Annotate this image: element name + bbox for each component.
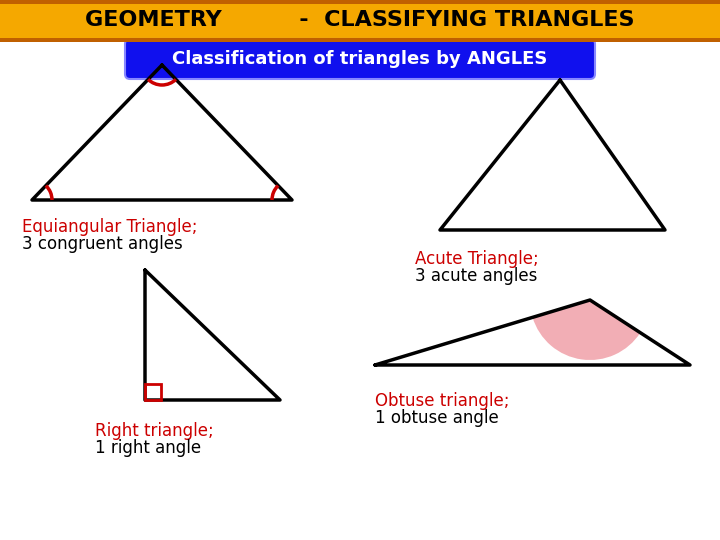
Text: Obtuse triangle;: Obtuse triangle; [375, 392, 510, 410]
Text: 1 obtuse angle: 1 obtuse angle [375, 409, 499, 427]
Text: 1 right angle: 1 right angle [95, 439, 201, 457]
Text: Acute Triangle;: Acute Triangle; [415, 250, 539, 268]
Text: Right triangle;: Right triangle; [95, 422, 214, 440]
Text: 3 congruent angles: 3 congruent angles [22, 235, 183, 253]
Bar [0, 0, 720, 40]
Bar [0, 0, 720, 4]
Text: Classification of triangles by ANGLES: Classification of triangles by ANGLES [172, 50, 548, 68]
Text: GEOMETRY          -  CLASSIFYING TRIANGLES: GEOMETRY - CLASSIFYING TRIANGLES [85, 10, 635, 30]
Bar [145, 384, 161, 400]
Text: 3 acute angles: 3 acute angles [415, 267, 537, 285]
Text: Equiangular Triangle;: Equiangular Triangle; [22, 218, 197, 236]
Wedge shape [533, 300, 640, 360]
FancyBboxPatch shape [125, 39, 595, 79]
Bar [0, 38, 720, 42]
